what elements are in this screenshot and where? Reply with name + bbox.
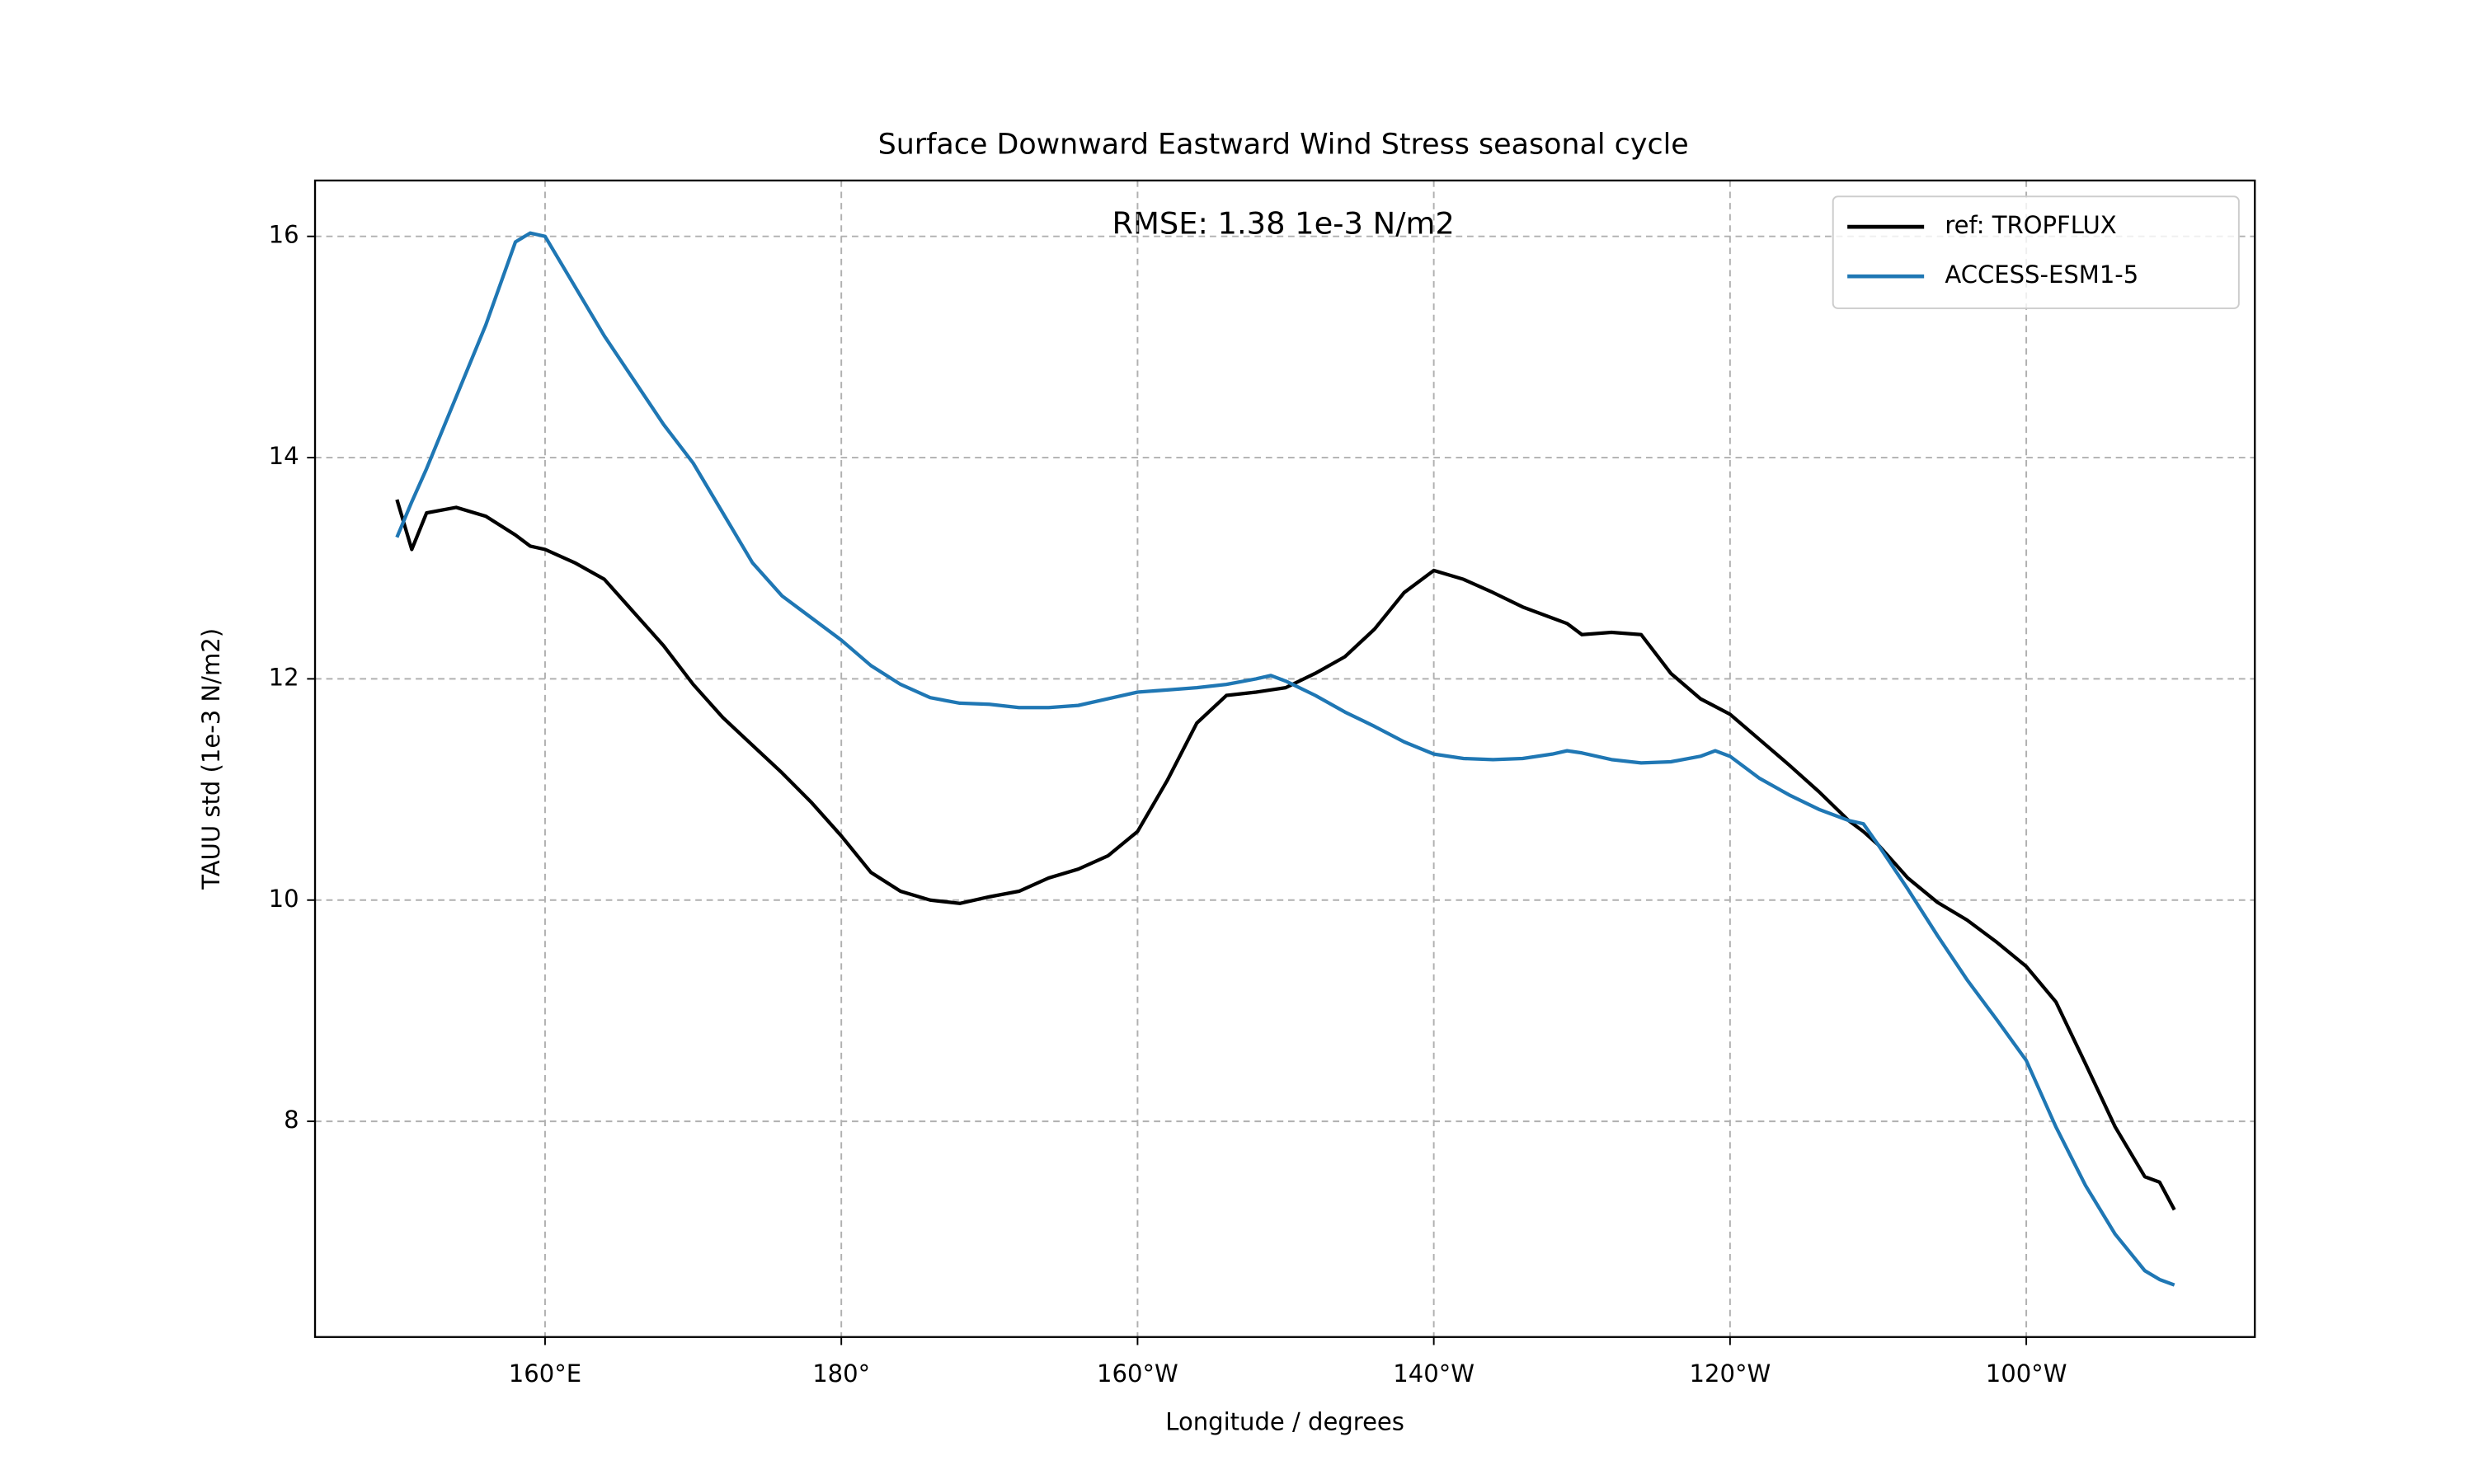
series-line	[395, 231, 2175, 1287]
x-tick-label: 160°E	[509, 1360, 581, 1388]
plot-frame	[313, 179, 2256, 1338]
y-tick-label: 8	[284, 1106, 299, 1134]
legend-label: ACCESS-ESM1-5	[1945, 261, 2138, 289]
x-axis-label: Longitude / degrees	[1165, 1407, 1404, 1435]
y-axis-label: TAUU std (1e-3 N/m2)	[197, 628, 225, 890]
y-tick-label: 14	[269, 442, 299, 470]
series-line	[395, 499, 2176, 1211]
legend-box	[1832, 195, 2240, 309]
x-tick-label: 180°	[812, 1360, 870, 1388]
annotation: RMSE: 1.38 1e-3 N/m2	[1112, 206, 1455, 242]
x-tick-label: 100°W	[1986, 1360, 2067, 1388]
grid: 160°E 180° 160°W 140°W 120°W 100°W 8 10 12 14 16	[269, 180, 2255, 1388]
legend-label: ref: TROPFLUX	[1945, 211, 2116, 239]
x-tick-label: 120°W	[1690, 1360, 1771, 1388]
y-tick-label: 10	[269, 885, 299, 913]
x-tick-label: 160°W	[1097, 1360, 1178, 1388]
y-tick-label: 12	[269, 663, 299, 691]
y-tick-label: 16	[269, 221, 299, 249]
x-tick-label: 140°W	[1393, 1360, 1475, 1388]
plot-lines	[395, 231, 2176, 1287]
chart-title: Surface Downward Eastward Wind Stress se…	[878, 128, 1689, 161]
legend: ref: TROPFLUX ACCESS-ESM1-5	[1832, 195, 2240, 309]
